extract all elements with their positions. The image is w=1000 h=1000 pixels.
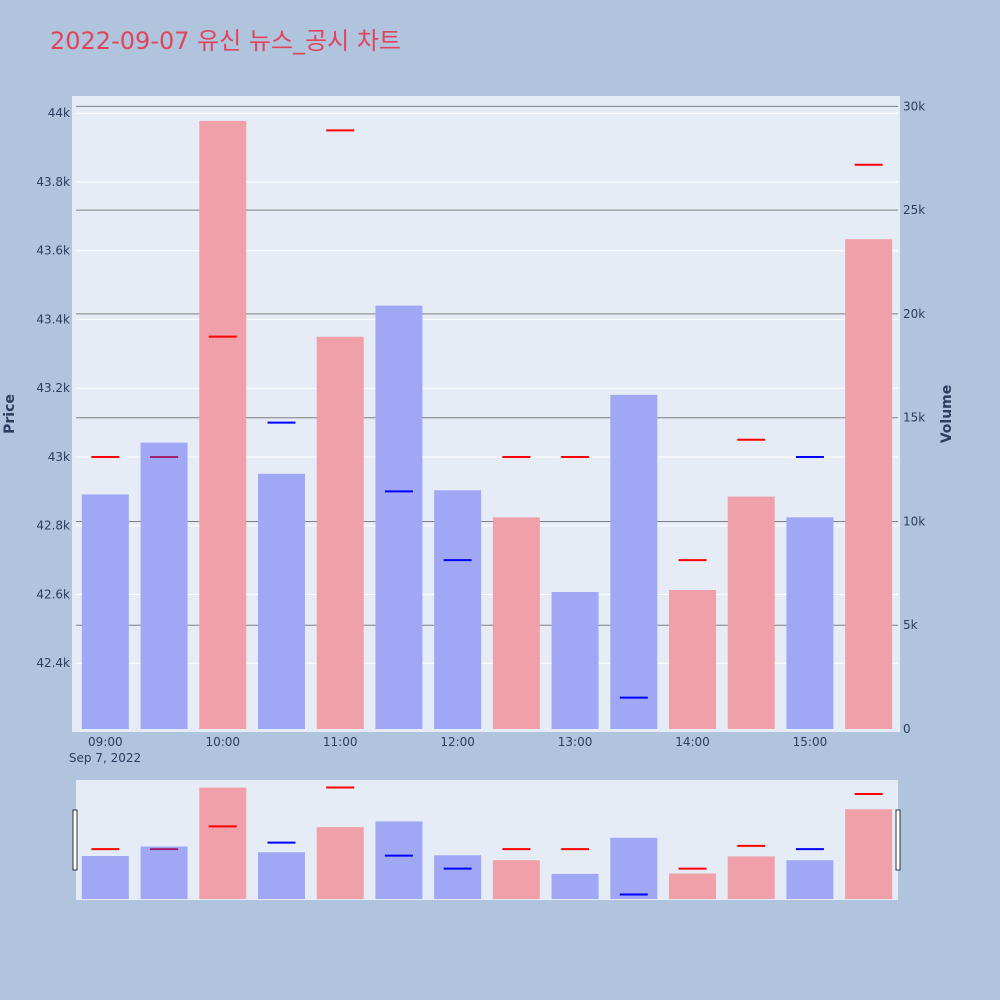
slider-volume-bar (669, 873, 716, 899)
y-axis-right-title: Volume (939, 385, 955, 444)
slider-volume-bar (140, 846, 188, 899)
price-marks (91, 129, 883, 699)
volume-bar (316, 336, 364, 729)
x-date-label: Sep 7, 2022 (69, 751, 141, 765)
volume-bar (669, 589, 716, 729)
volume-bars (81, 120, 893, 730)
volume-tick-label: 5k (903, 618, 918, 632)
volume-bar (727, 496, 775, 729)
volume-tick-label: 0 (903, 722, 911, 736)
volume-bar (199, 120, 247, 730)
x-tick-label: 12:00 (440, 735, 475, 749)
slider-volume-bar (610, 837, 658, 899)
slider-volume-bar (258, 852, 305, 899)
x-tick-label: 10:00 (205, 735, 240, 749)
range-slider[interactable] (72, 780, 901, 900)
volume-bar (845, 239, 893, 729)
slider-volume-bar (845, 809, 893, 899)
x-tick-label: 11:00 (323, 735, 358, 749)
x-tick-label: 09:00 (88, 735, 123, 749)
slider-volume-bar (316, 827, 364, 899)
slider-volume-bar (492, 860, 540, 899)
price-tick-label: 43.6k (36, 244, 70, 258)
x-tick-label: 14:00 (675, 735, 710, 749)
price-tick-label: 43.4k (36, 312, 70, 326)
volume-bar (258, 473, 305, 729)
range-slider-price-marks (91, 786, 883, 896)
chart-title: 2022-09-07 유신 뉴스_공시 차트 (50, 27, 401, 55)
price-tick-label: 43k (48, 450, 70, 464)
volume-tick-label: 30k (903, 99, 925, 113)
price-tick-label: 42.6k (36, 587, 70, 601)
range-slider-bars (81, 787, 893, 899)
price-tick-label: 44k (48, 106, 70, 120)
volume-tick-label: 25k (903, 203, 925, 217)
slider-volume-bar (434, 855, 482, 899)
slider-volume-bar (375, 821, 423, 899)
range-slider-left-handle[interactable] (72, 809, 78, 871)
price-tick-label: 42.4k (36, 656, 70, 670)
main-plot-area (72, 96, 900, 732)
price-tick-label: 42.8k (36, 519, 70, 533)
x-tick-label: 13:00 (558, 735, 593, 749)
slider-volume-bar (551, 873, 599, 899)
volume-bar (81, 494, 129, 729)
volume-axis-ticks: 0 5k 10k 15k 20k 25k 30k (903, 99, 925, 736)
volume-bar (610, 394, 658, 729)
price-axis-ticks: 42.4k 42.6k 42.8k 43k 43.2k 43.4k 43.6k 43.8k 44… (36, 106, 70, 670)
volume-tick-label: 20k (903, 307, 925, 321)
volume-bar (434, 490, 482, 729)
volume-bar (492, 517, 540, 729)
volume-tick-label: 10k (903, 514, 925, 528)
volume-bar (375, 305, 423, 729)
volume-tick-label: 15k (903, 411, 925, 425)
slider-volume-bar (727, 856, 775, 899)
x-tick-label: 15:00 (793, 735, 828, 749)
volume-bar (786, 517, 834, 729)
price-tick-label: 43.2k (36, 381, 70, 395)
slider-volume-bar (199, 787, 247, 899)
range-slider-right-handle[interactable] (895, 809, 901, 871)
x-axis-ticks: 09:00 10:00 11:00 12:00 13:00 14:00 15:00 (88, 735, 827, 749)
volume-bar (551, 592, 599, 729)
y-axis-left-title: Price (2, 394, 18, 434)
price-tick-label: 43.8k (36, 175, 70, 189)
slider-volume-bar (81, 856, 129, 899)
slider-volume-bar (786, 860, 834, 899)
volume-bar (140, 442, 188, 729)
